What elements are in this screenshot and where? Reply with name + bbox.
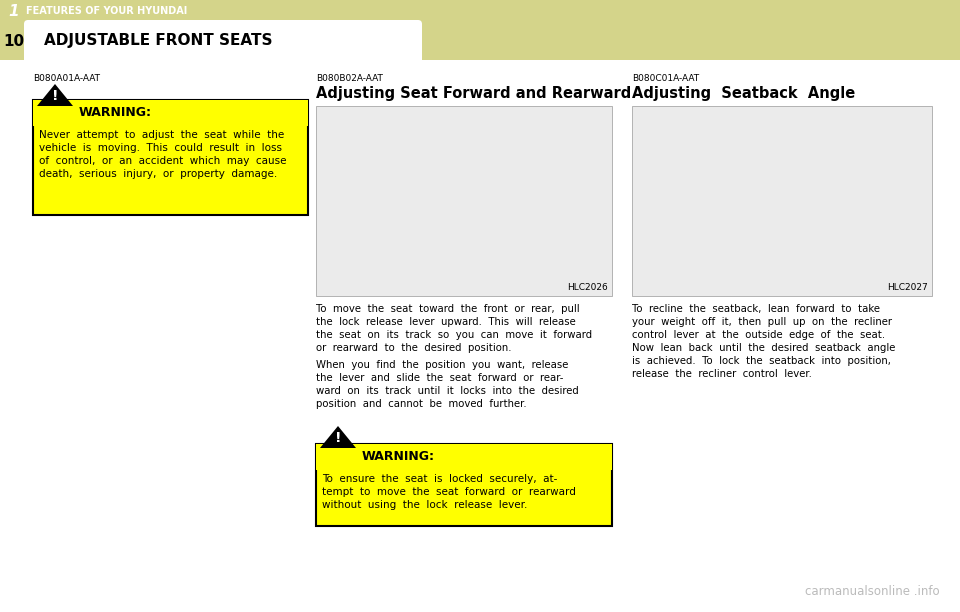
Text: When  you  find  the  position  you  want,  release: When you find the position you want, rel… — [316, 360, 568, 370]
Text: death,  serious  injury,  or  property  damage.: death, serious injury, or property damag… — [39, 169, 277, 179]
Text: HLC2027: HLC2027 — [887, 283, 928, 292]
FancyBboxPatch shape — [632, 106, 932, 296]
Polygon shape — [320, 426, 356, 448]
Text: WARNING:: WARNING: — [79, 106, 152, 119]
Text: !: ! — [335, 431, 341, 445]
Text: FEATURES OF YOUR HYUNDAI: FEATURES OF YOUR HYUNDAI — [26, 6, 187, 16]
Text: WARNING:: WARNING: — [362, 450, 435, 463]
Text: Now  lean  back  until  the  desired  seatback  angle: Now lean back until the desired seatback… — [632, 343, 896, 353]
FancyBboxPatch shape — [316, 444, 612, 526]
FancyBboxPatch shape — [33, 100, 308, 215]
Text: release  the  recliner  control  lever.: release the recliner control lever. — [632, 369, 812, 379]
Text: the  seat  on  its  track  so  you  can  move  it  forward: the seat on its track so you can move it… — [316, 330, 592, 340]
Text: tempt  to  move  the  seat  forward  or  rearward: tempt to move the seat forward or rearwa… — [322, 487, 576, 497]
Text: is  achieved.  To  lock  the  seatback  into  position,: is achieved. To lock the seatback into p… — [632, 356, 891, 366]
Text: ward  on  its  track  until  it  locks  into  the  desired: ward on its track until it locks into th… — [316, 386, 579, 396]
Text: or  rearward  to  the  desired  position.: or rearward to the desired position. — [316, 343, 512, 353]
Text: !: ! — [52, 89, 59, 103]
Text: ADJUSTABLE FRONT SEATS: ADJUSTABLE FRONT SEATS — [44, 34, 273, 48]
Text: Adjusting Seat Forward and Rearward: Adjusting Seat Forward and Rearward — [316, 86, 632, 101]
Text: B080B02A-AAT: B080B02A-AAT — [316, 74, 383, 83]
FancyBboxPatch shape — [33, 100, 308, 126]
Text: B080A01A-AAT: B080A01A-AAT — [33, 74, 100, 83]
Text: of  control,  or  an  accident  which  may  cause: of control, or an accident which may cau… — [39, 156, 286, 166]
Text: Adjusting  Seatback  Angle: Adjusting Seatback Angle — [632, 86, 855, 101]
Text: 10: 10 — [4, 34, 25, 48]
Text: vehicle  is  moving.  This  could  result  in  loss: vehicle is moving. This could result in … — [39, 143, 282, 153]
Text: HLC2026: HLC2026 — [567, 283, 608, 292]
Text: To  move  the  seat  toward  the  front  or  rear,  pull: To move the seat toward the front or rea… — [316, 304, 580, 314]
Text: To  recline  the  seatback,  lean  forward  to  take: To recline the seatback, lean forward to… — [632, 304, 880, 314]
Text: the  lever  and  slide  the  seat  forward  or  rear-: the lever and slide the seat forward or … — [316, 373, 564, 383]
Text: your  weight  off  it,  then  pull  up  on  the  recliner: your weight off it, then pull up on the … — [632, 317, 892, 327]
Text: carmanualsonline .info: carmanualsonline .info — [805, 585, 940, 598]
Text: the  lock  release  lever  upward.  This  will  release: the lock release lever upward. This will… — [316, 317, 576, 327]
Text: without  using  the  lock  release  lever.: without using the lock release lever. — [322, 500, 527, 510]
FancyBboxPatch shape — [0, 22, 960, 60]
Text: position  and  cannot  be  moved  further.: position and cannot be moved further. — [316, 399, 527, 409]
Text: 1: 1 — [9, 4, 19, 18]
Text: control  lever  at  the  outside  edge  of  the  seat.: control lever at the outside edge of the… — [632, 330, 885, 340]
FancyBboxPatch shape — [24, 20, 422, 64]
Text: Never  attempt  to  adjust  the  seat  while  the: Never attempt to adjust the seat while t… — [39, 130, 284, 140]
Polygon shape — [37, 84, 73, 106]
Text: B080C01A-AAT: B080C01A-AAT — [632, 74, 699, 83]
FancyBboxPatch shape — [0, 60, 960, 612]
FancyBboxPatch shape — [316, 106, 612, 296]
FancyBboxPatch shape — [0, 0, 960, 22]
Text: To  ensure  the  seat  is  locked  securely,  at-: To ensure the seat is locked securely, a… — [322, 474, 558, 484]
FancyBboxPatch shape — [316, 444, 612, 470]
